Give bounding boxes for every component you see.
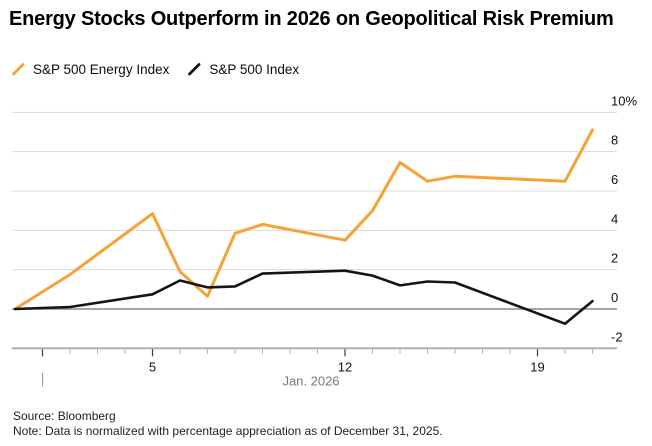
energy-series-line: [13, 128, 594, 311]
y-tick-label: -2: [611, 329, 623, 344]
legend-item-spx: S&P 500 Index: [187, 62, 299, 77]
spx-series-line: [13, 269, 594, 325]
y-tick-label: 4: [611, 211, 618, 226]
spx-series-slash-icon: [188, 63, 201, 76]
chart-legend: S&P 500 Energy Index S&P 500 Index: [11, 62, 299, 77]
month-axis-label: Jan. 2026: [282, 373, 339, 388]
chart-title: Energy Stocks Outperform in 2026 on Geop…: [9, 8, 614, 30]
chart-plot-area: 10% 8 6 4 2 0 -2 5 12 19 Jan. 2026: [0, 93, 652, 395]
legend-item-energy: S&P 500 Energy Index: [11, 62, 169, 77]
energy-series-slash-icon: [12, 63, 25, 76]
chart-footer: Source: Bloomberg Note: Data is normaliz…: [13, 409, 643, 439]
legend-label-energy: S&P 500 Energy Index: [33, 62, 170, 77]
x-tick-label: 12: [338, 359, 352, 374]
y-tick-label: 10%: [611, 95, 637, 108]
y-tick-label: 0: [611, 290, 618, 305]
y-tick-label: 8: [611, 133, 618, 148]
y-tick-label: 6: [611, 172, 618, 187]
chart-canvas: 10% 8 6 4 2 0 -2 5 12 19 Jan. 2026: [12, 93, 637, 388]
x-tick-label: 19: [530, 359, 544, 374]
y-tick-label: 2: [611, 251, 618, 266]
x-tick-label: 5: [149, 359, 156, 374]
note-text: Note: Data is normalized with percentage…: [13, 423, 443, 438]
source-text: Source: Bloomberg: [13, 409, 116, 423]
legend-label-spx: S&P 500 Index: [209, 62, 300, 77]
